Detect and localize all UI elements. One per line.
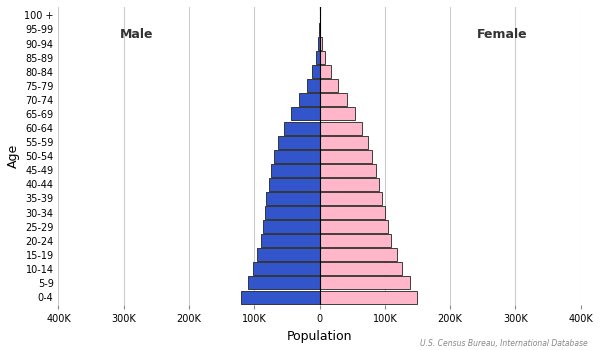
Bar [320,107,355,120]
Bar [320,51,325,64]
Bar [269,178,320,191]
Bar [299,93,320,106]
Bar [284,121,320,134]
Bar [320,79,338,92]
Bar [320,262,402,275]
Bar [320,164,376,177]
Text: Male: Male [120,28,154,41]
Bar [320,248,397,261]
Bar [320,136,368,149]
Bar [320,290,418,303]
Bar [316,51,320,64]
Bar [320,178,379,191]
Bar [248,276,320,289]
Bar [266,192,320,205]
Bar [263,220,320,233]
Text: U.S. Census Bureau, International Database: U.S. Census Bureau, International Databa… [420,339,588,348]
Y-axis label: Age: Age [7,144,20,168]
Bar [320,220,388,233]
Bar [320,150,373,163]
X-axis label: Population: Population [287,330,352,343]
Bar [320,206,385,219]
Text: Female: Female [477,28,527,41]
Bar [291,107,320,120]
Bar [320,276,410,289]
Bar [320,234,391,247]
Bar [271,164,320,177]
Bar [265,206,320,219]
Bar [241,290,320,303]
Bar [318,37,320,50]
Bar [278,136,320,149]
Bar [261,234,320,247]
Bar [313,65,320,78]
Bar [253,262,320,275]
Bar [320,121,362,134]
Bar [320,93,347,106]
Bar [274,150,320,163]
Bar [307,79,320,92]
Bar [320,192,382,205]
Bar [320,65,331,78]
Bar [257,248,320,261]
Bar [320,37,322,50]
